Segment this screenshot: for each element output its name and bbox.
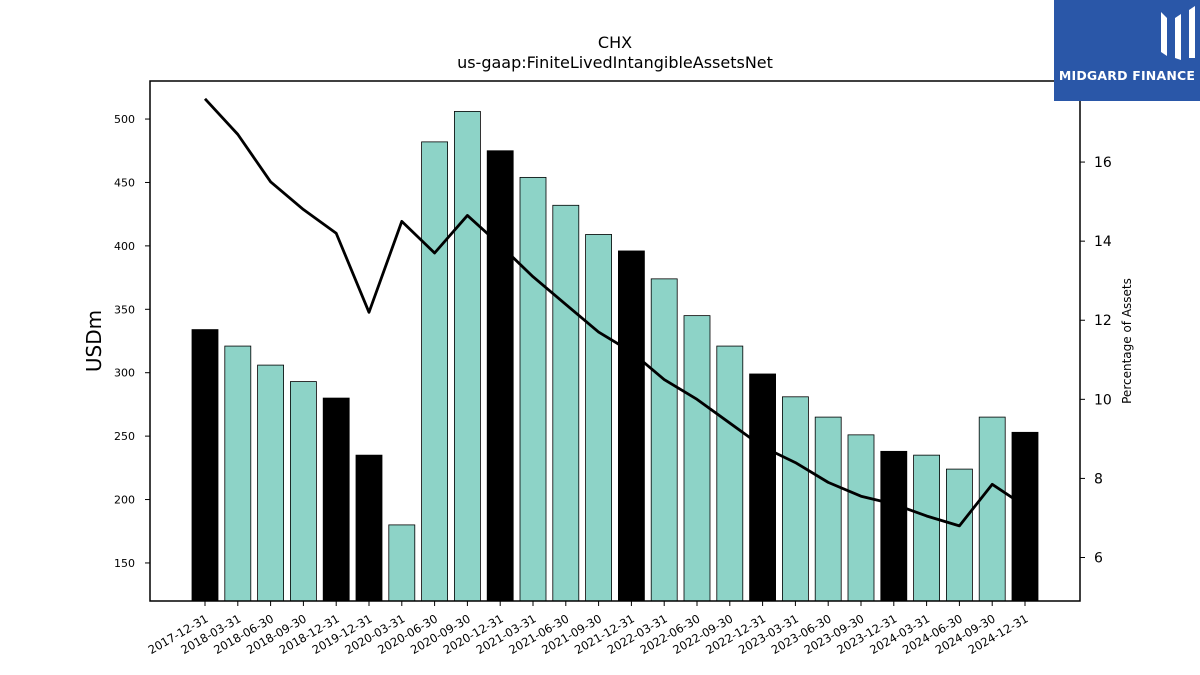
chart-subtitle: us-gaap:FiniteLivedIntangibleAssetsNet xyxy=(457,53,773,72)
bar-2019-12-31 xyxy=(355,454,383,602)
bar-2024-12-31 xyxy=(1011,431,1039,602)
bar-2022-12-31 xyxy=(749,373,776,602)
y2-axis: 6 8 10 12 14 16 xyxy=(1080,155,1112,567)
x-axis: 2017-12-312018-03-312018-06-302018-09-30… xyxy=(146,601,1031,657)
y2-tick-label: 8 xyxy=(1094,471,1103,487)
plot-frame xyxy=(149,80,1081,602)
bar-2021-09-30 xyxy=(585,234,612,602)
bar-2020-06-30 xyxy=(421,141,449,602)
bar-2020-03-31 xyxy=(388,524,416,602)
bar-2021-03-31 xyxy=(519,176,547,602)
y-tick-label: 250 xyxy=(114,430,135,443)
y2-axis-label: Percentage of Assets xyxy=(1120,278,1134,404)
y-tick-label: 350 xyxy=(114,303,135,316)
brand-mark-icon xyxy=(1161,6,1195,60)
bar-2018-03-31 xyxy=(224,345,252,602)
y-axis-label: USDm xyxy=(82,310,106,372)
bar-2021-12-31 xyxy=(618,250,645,602)
bar-2022-03-31 xyxy=(650,278,678,602)
bar-2023-03-31 xyxy=(782,396,809,602)
bar-2023-12-31 xyxy=(880,450,908,602)
chart-title: CHX xyxy=(598,33,632,52)
bar-2018-06-30 xyxy=(257,364,285,602)
bar-2018-09-30 xyxy=(289,381,317,602)
y2-tick-label: 14 xyxy=(1094,234,1112,250)
brand-logo: MIDGARD FINANCE xyxy=(1054,0,1200,101)
bar-2022-09-30 xyxy=(716,345,744,602)
y-tick-label: 200 xyxy=(114,494,135,507)
bar-2020-12-31 xyxy=(486,150,514,602)
bar-2022-06-30 xyxy=(683,315,711,602)
bar-2024-06-30 xyxy=(946,468,973,602)
bar-2021-06-30 xyxy=(552,204,580,602)
bar-2024-09-30 xyxy=(978,416,1006,602)
bar-2017-12-31 xyxy=(191,329,219,602)
y2-tick-label: 6 xyxy=(1094,551,1103,567)
bar-2018-12-31 xyxy=(322,397,350,602)
bar-2023-09-30 xyxy=(847,434,875,602)
bar-2024-03-31 xyxy=(913,454,940,602)
y2-tick-label: 16 xyxy=(1094,155,1112,171)
bar-2023-06-30 xyxy=(814,416,842,602)
y2-tick-label: 10 xyxy=(1094,392,1112,408)
percentage-line xyxy=(203,97,1026,528)
line-series xyxy=(203,97,1026,528)
y-tick-label: 500 xyxy=(114,113,135,126)
brand-name: MIDGARD FINANCE xyxy=(1058,68,1196,83)
y-tick-label: 400 xyxy=(114,240,135,253)
y-tick-label: 150 xyxy=(114,557,135,570)
bar-2020-09-30 xyxy=(453,111,481,602)
y2-tick-label: 12 xyxy=(1094,313,1112,329)
bar-series xyxy=(191,111,1039,602)
y-tick-label: 300 xyxy=(114,367,135,380)
y-axis: 150 200 250 300 350 400 450 500 xyxy=(114,113,150,570)
y-tick-label: 450 xyxy=(114,176,135,189)
